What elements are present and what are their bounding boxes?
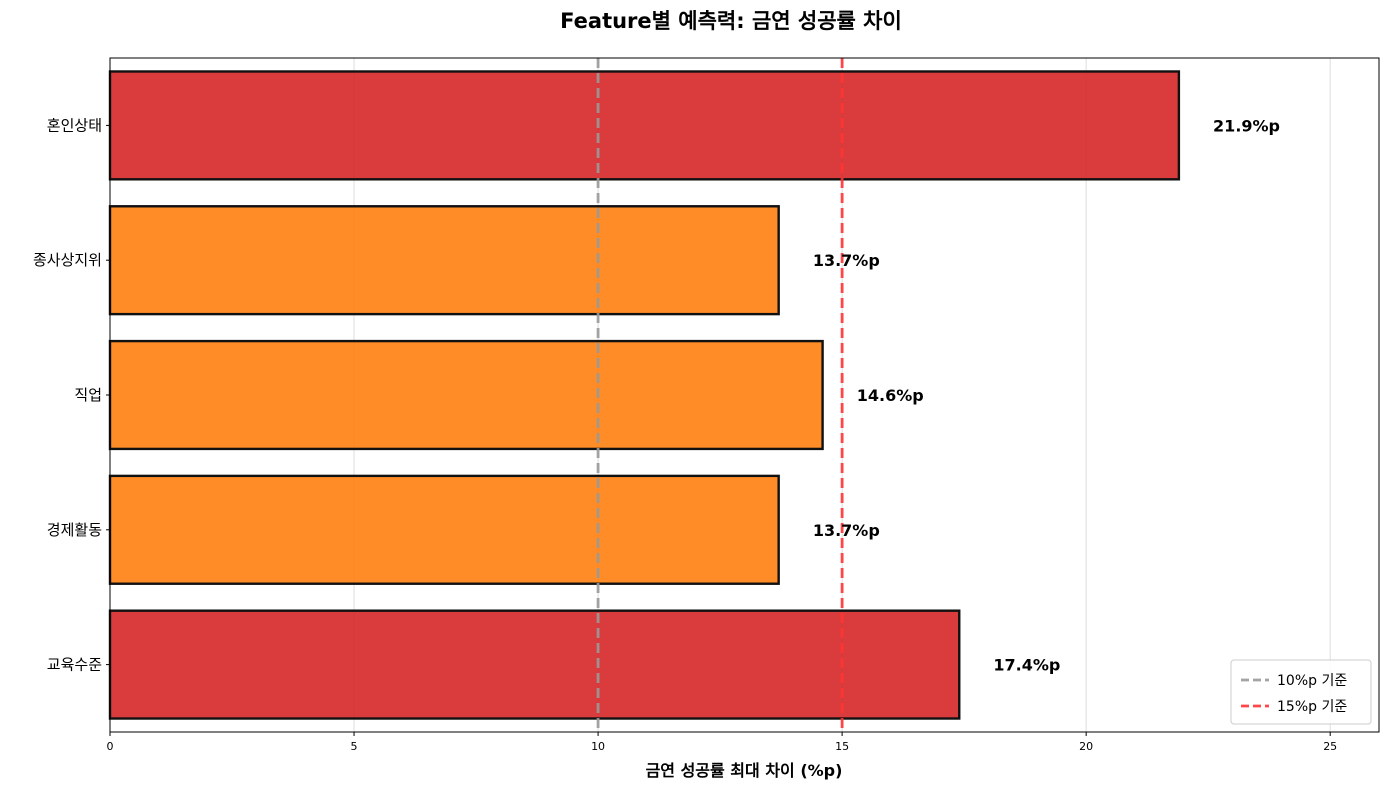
y-tick-label: 종사상지위 (33, 251, 102, 269)
y-tick-label: 교육수준 (47, 656, 102, 674)
x-tick-label: 15 (835, 740, 849, 753)
x-tick-label: 20 (1079, 740, 1093, 753)
legend-label: 15%p 기준 (1277, 699, 1347, 715)
legend-box (1230, 659, 1372, 725)
value-label: 17.4%p (993, 656, 1060, 675)
value-label: 13.7%p (813, 251, 880, 270)
x-tick-label: 10 (591, 740, 605, 753)
bar (108, 70, 1181, 181)
value-label: 14.6%p (857, 386, 924, 405)
bar (108, 339, 824, 451)
value-label: 21.9%p (1213, 116, 1280, 135)
x-axis-label: 금연 성공률 최대 차이 (%p) (646, 761, 843, 780)
bar (108, 609, 961, 720)
chart-title: Feature별 예측력: 금연 성공률 차이 (560, 9, 902, 33)
x-tick-label: 5 (351, 740, 358, 753)
x-tick-label: 0 (107, 740, 114, 753)
legend-label: 10%p 기준 (1277, 673, 1347, 689)
bar (108, 474, 780, 585)
value-labels: 21.9%p 13.7%p 14.6%p 13.7%p 17.4%p (813, 116, 1280, 674)
bars (108, 70, 1181, 720)
bar (108, 205, 780, 316)
legend: 10%p 기준 15%p 기준 (1230, 659, 1372, 725)
x-tick-label: 25 (1323, 740, 1337, 753)
y-tick-label: 직업 (74, 386, 102, 404)
y-tick-label: 혼인상태 (47, 116, 102, 134)
value-label: 13.7%p (813, 521, 880, 540)
reference-lines (596, 58, 844, 732)
x-ticks: 0 5 10 15 20 25 (107, 732, 1337, 753)
y-tick-label: 경제활동 (47, 521, 102, 539)
